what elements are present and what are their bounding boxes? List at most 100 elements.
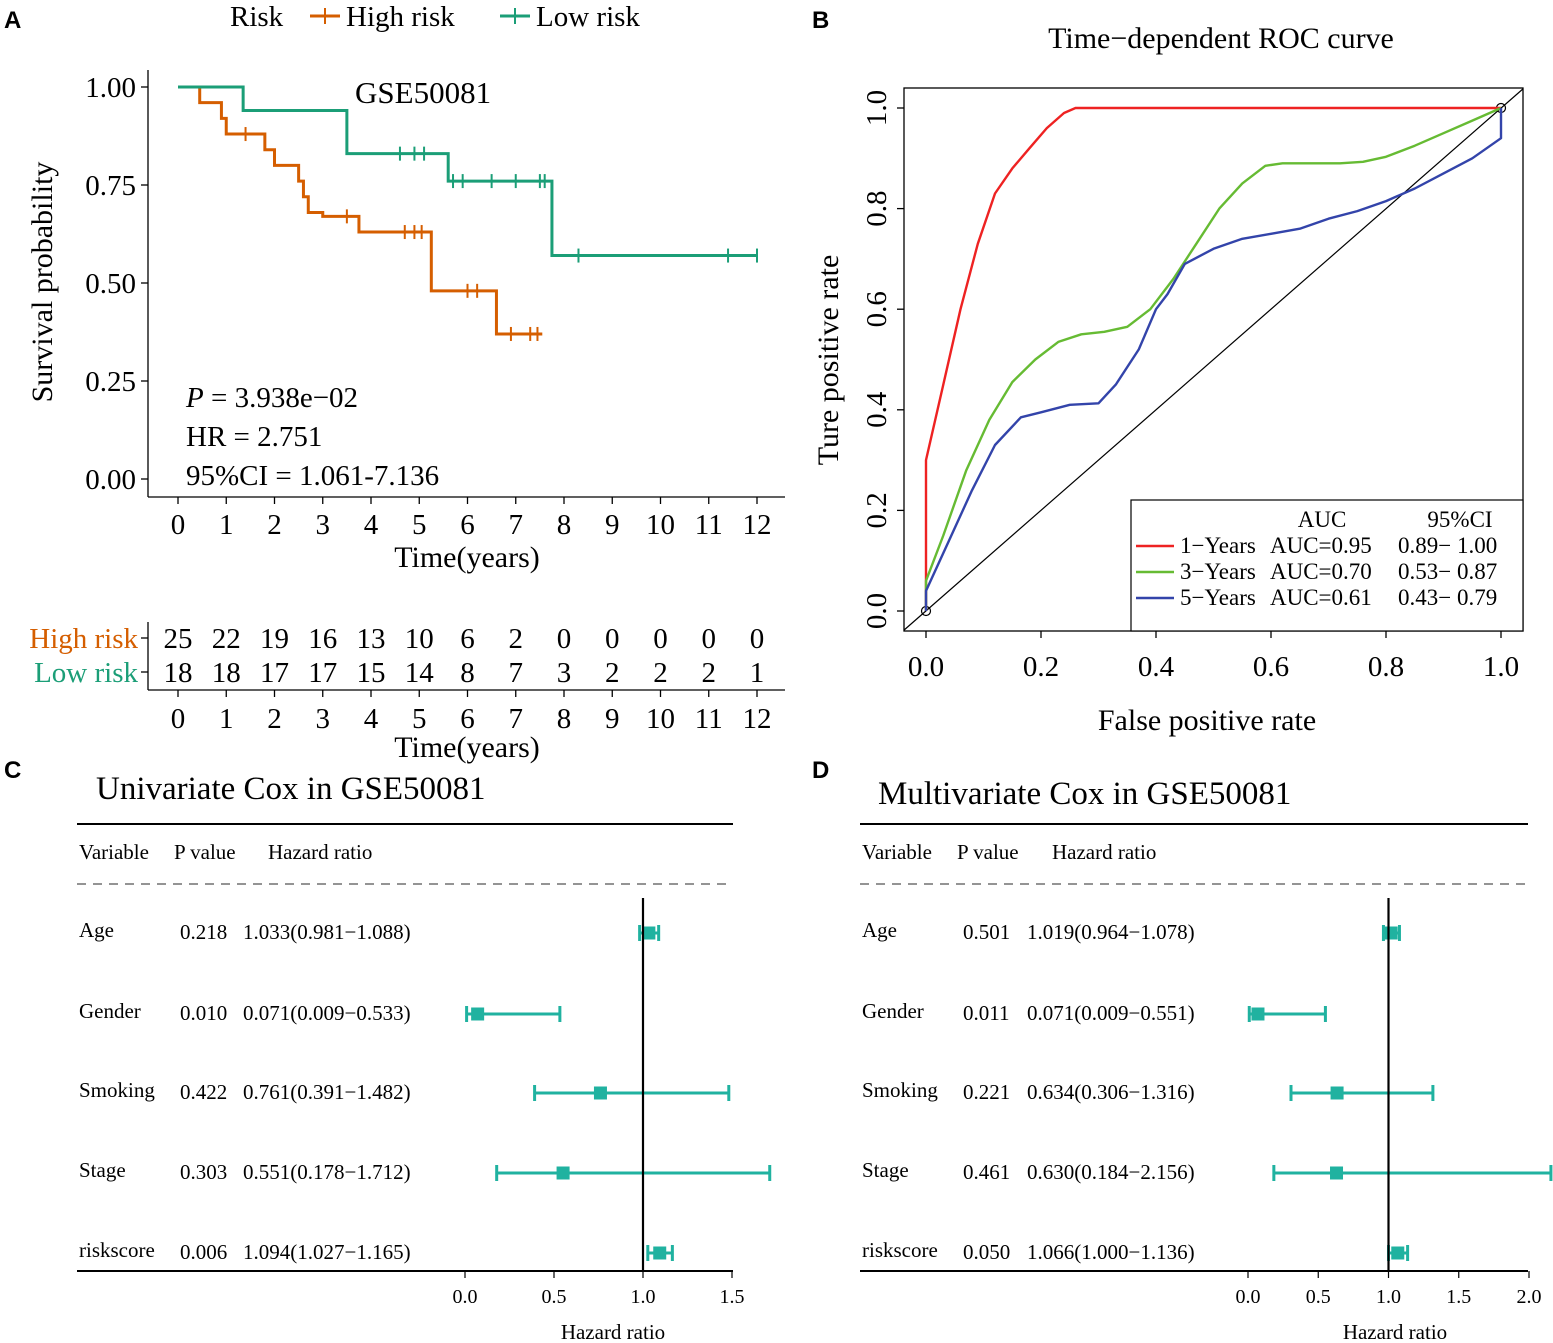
row-hazard-ratio-text: 0.551(0.178−1.712) [243, 1160, 411, 1184]
roc-panel: Time−dependent ROC curve 0.0 0.2 0.4 0.6 0.8 1… [812, 22, 1524, 737]
x-tick-label: 0.0 [908, 651, 944, 683]
risk-table-count: 19 [260, 623, 289, 655]
row-variable: Age [79, 918, 114, 942]
legend-auc-value: AUC=0.70 [1270, 559, 1372, 584]
header-p-value: P value [957, 840, 1019, 864]
y-tick-label: 0.75 [85, 170, 136, 202]
y-tick-label: 0.0 [861, 593, 893, 629]
risk-table-x-tick-label: 0 [171, 703, 186, 735]
y-tick-label: 0.50 [85, 268, 136, 300]
diagonal-reference-line [903, 88, 1524, 631]
x-axis-label: Hazard ratio [1343, 1320, 1447, 1343]
legend-title: Risk [230, 1, 284, 33]
x-tick-label: 2.0 [1517, 1286, 1542, 1308]
y-axis-label: Ture positive rate [812, 255, 845, 466]
risk-table-count: 0 [750, 623, 765, 655]
row-p-value: 0.501 [963, 920, 1010, 944]
risk-table-x-tick-label: 10 [646, 703, 675, 735]
risk-table-x-tick-label: 12 [743, 703, 772, 735]
row-variable: Gender [79, 999, 141, 1023]
legend-ci-value: 0.53− 0.87 [1398, 559, 1497, 584]
risk-table-count: 25 [164, 623, 193, 655]
row-hazard-ratio-text: 1.094(1.027−1.165) [243, 1240, 411, 1264]
risk-table-count: 0 [653, 623, 668, 655]
x-tick-label: 1.5 [720, 1286, 745, 1308]
roc-curve [924, 108, 1503, 611]
row-p-value: 0.461 [963, 1160, 1010, 1184]
legend-box [1130, 499, 1524, 632]
row-hazard-ratio-text: 0.630(0.184−2.156) [1027, 1160, 1195, 1184]
hr-point [1330, 1166, 1344, 1180]
roc-curve [924, 106, 1501, 611]
x-axis-label: Hazard ratio [561, 1320, 665, 1343]
p-value-text: P = 3.938e−02 [185, 382, 358, 414]
risk-table-count: 7 [509, 657, 524, 689]
x-tick-label: 0.5 [542, 1286, 567, 1308]
x-tick-label: 0.2 [1023, 651, 1059, 683]
risk-table-x-tick-label: 6 [460, 703, 475, 735]
row-variable: riskscore [79, 1238, 155, 1262]
y-tick-label: 0.4 [861, 391, 893, 428]
legend-series-name: 5−Years [1180, 585, 1256, 610]
x-tick-label: 0 [171, 509, 186, 541]
x-axis-label: Time(years) [394, 541, 540, 574]
x-tick-label: 10 [646, 509, 675, 541]
x-axis-label: False positive rate [1098, 704, 1316, 737]
x-tick-label: 9 [605, 509, 620, 541]
panel-label-d: D [812, 757, 829, 784]
legend-entry: High risk [346, 1, 455, 33]
risk-table-count: 14 [405, 657, 435, 689]
risk-table-count: 0 [605, 623, 620, 655]
row-variable: Stage [79, 1158, 126, 1182]
legend-auc-value: AUC=0.61 [1270, 585, 1372, 610]
legend-auc-value: AUC=0.95 [1270, 533, 1372, 558]
confidence-interval-text: 95%CI = 1.061-7.136 [186, 460, 439, 492]
header-variable: Variable [862, 840, 932, 864]
row-hazard-ratio-text: 1.066(1.000−1.136) [1027, 1240, 1195, 1264]
x-tick-label: 8 [557, 509, 572, 541]
panel-label-b: B [812, 7, 829, 34]
hr-point [642, 926, 656, 940]
chart-title: Time−dependent ROC curve [1048, 22, 1394, 55]
row-p-value: 0.303 [180, 1160, 227, 1184]
x-tick-label: 0.0 [1236, 1286, 1261, 1308]
row-hazard-ratio-text: 0.071(0.009−0.533) [243, 1001, 411, 1025]
hr-point [1384, 926, 1398, 940]
x-tick-label: 11 [695, 509, 723, 541]
roc-curve [924, 106, 1502, 611]
risk-table-x-label: Time(years) [394, 731, 540, 764]
risk-table-count: 13 [357, 623, 386, 655]
forest-title: Univariate Cox in GSE50081 [96, 771, 486, 807]
risk-table-count: 2 [653, 657, 668, 689]
x-tick-label: 1.0 [631, 1286, 656, 1308]
km-curve [178, 85, 543, 336]
hr-point [1330, 1086, 1344, 1100]
x-tick-label: 12 [743, 509, 772, 541]
header-hazard-ratio: Hazard ratio [1052, 840, 1156, 864]
header-hazard-ratio: Hazard ratio [268, 840, 372, 864]
hr-point [556, 1166, 570, 1180]
x-tick-label: 3 [316, 509, 331, 541]
risk-table-count: 3 [557, 657, 572, 689]
row-hazard-ratio-text: 1.033(0.981−1.088) [243, 920, 411, 944]
risk-table-count: 2 [702, 657, 717, 689]
y-tick-label: 1.00 [85, 72, 136, 104]
legend-series-name: 3−Years [1180, 559, 1256, 584]
chart-title: GSE50081 [355, 75, 491, 110]
forest-title: Multivariate Cox in GSE50081 [878, 776, 1291, 812]
header-p-value: P value [174, 840, 236, 864]
risk-table-count: 15 [357, 657, 386, 689]
risk-table-x-tick-label: 11 [695, 703, 723, 735]
risk-table-count: 0 [557, 623, 572, 655]
legend-header-auc: AUC [1298, 507, 1347, 532]
hr-point [593, 1086, 607, 1100]
x-tick-label: 0.8 [1368, 651, 1404, 683]
multivariate-forest-panel: Multivariate Cox in GSE50081 Variable P va… [860, 776, 1553, 1343]
x-tick-label: 0.5 [1306, 1286, 1331, 1308]
row-hazard-ratio-text: 0.071(0.009−0.551) [1027, 1001, 1195, 1025]
row-variable: riskscore [862, 1238, 938, 1262]
risk-table-x-tick-label: 7 [509, 703, 524, 735]
row-hazard-ratio-text: 0.634(0.306−1.316) [1027, 1080, 1195, 1104]
risk-table-count: 18 [212, 657, 241, 689]
